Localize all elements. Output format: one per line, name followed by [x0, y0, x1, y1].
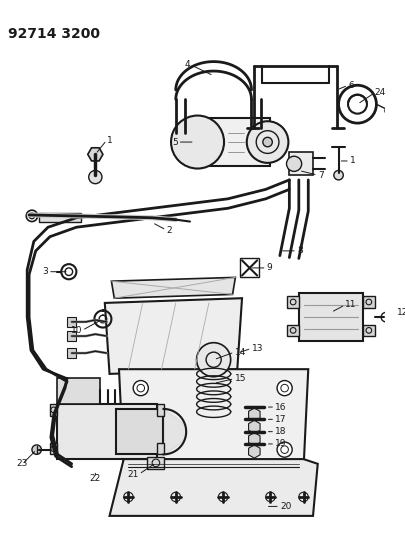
Text: 20: 20: [279, 502, 290, 511]
Bar: [289, 152, 312, 175]
Bar: [194, 118, 270, 166]
Text: 9: 9: [266, 263, 272, 272]
Text: 13: 13: [251, 344, 262, 353]
Text: 14: 14: [234, 348, 245, 357]
Text: 15: 15: [234, 374, 245, 383]
Bar: [156, 404, 164, 416]
Bar: [156, 443, 164, 454]
Bar: [298, 294, 362, 341]
Polygon shape: [119, 369, 307, 469]
Text: 22: 22: [90, 473, 101, 482]
Text: 19: 19: [275, 439, 286, 448]
Bar: [67, 332, 76, 341]
Bar: [38, 213, 81, 222]
Bar: [67, 349, 76, 358]
Text: 18: 18: [275, 427, 286, 436]
Text: 6: 6: [347, 81, 353, 90]
Bar: [58, 378, 100, 404]
Bar: [50, 404, 58, 416]
Circle shape: [133, 442, 148, 457]
Text: 12: 12: [396, 308, 405, 317]
Circle shape: [246, 121, 288, 163]
Circle shape: [286, 156, 301, 172]
Circle shape: [88, 171, 102, 184]
Bar: [362, 325, 373, 336]
Text: 2: 2: [166, 225, 171, 235]
Bar: [147, 457, 164, 469]
Bar: [67, 317, 76, 327]
Bar: [287, 325, 298, 336]
Circle shape: [32, 445, 41, 454]
Polygon shape: [109, 459, 317, 516]
Text: 1: 1: [349, 157, 355, 165]
Text: 5: 5: [171, 138, 177, 147]
Bar: [239, 259, 258, 277]
Bar: [50, 443, 58, 454]
Text: 24: 24: [373, 88, 385, 98]
Polygon shape: [248, 445, 260, 458]
Circle shape: [333, 171, 343, 180]
Polygon shape: [111, 277, 235, 298]
Circle shape: [262, 138, 272, 147]
Bar: [116, 409, 163, 454]
Text: 16: 16: [275, 402, 286, 411]
Circle shape: [171, 116, 224, 168]
Bar: [287, 296, 298, 308]
Text: 10: 10: [70, 326, 82, 335]
Polygon shape: [248, 433, 260, 446]
Polygon shape: [104, 298, 241, 374]
Text: 23: 23: [17, 459, 28, 469]
Text: 3: 3: [42, 267, 48, 276]
Text: 17: 17: [275, 415, 286, 424]
Text: 11: 11: [344, 300, 356, 309]
Polygon shape: [248, 421, 260, 433]
Text: 4: 4: [184, 60, 190, 69]
Text: 92714 3200: 92714 3200: [8, 27, 100, 41]
Text: 21: 21: [127, 470, 139, 479]
Text: 8: 8: [296, 246, 302, 255]
Polygon shape: [248, 408, 260, 421]
Circle shape: [276, 381, 292, 395]
Circle shape: [196, 343, 230, 377]
Circle shape: [133, 381, 148, 395]
Text: 7: 7: [317, 171, 323, 180]
Circle shape: [276, 442, 292, 457]
Polygon shape: [87, 148, 102, 161]
Text: 1: 1: [107, 136, 112, 144]
Bar: [58, 404, 156, 459]
Bar: [362, 296, 373, 308]
